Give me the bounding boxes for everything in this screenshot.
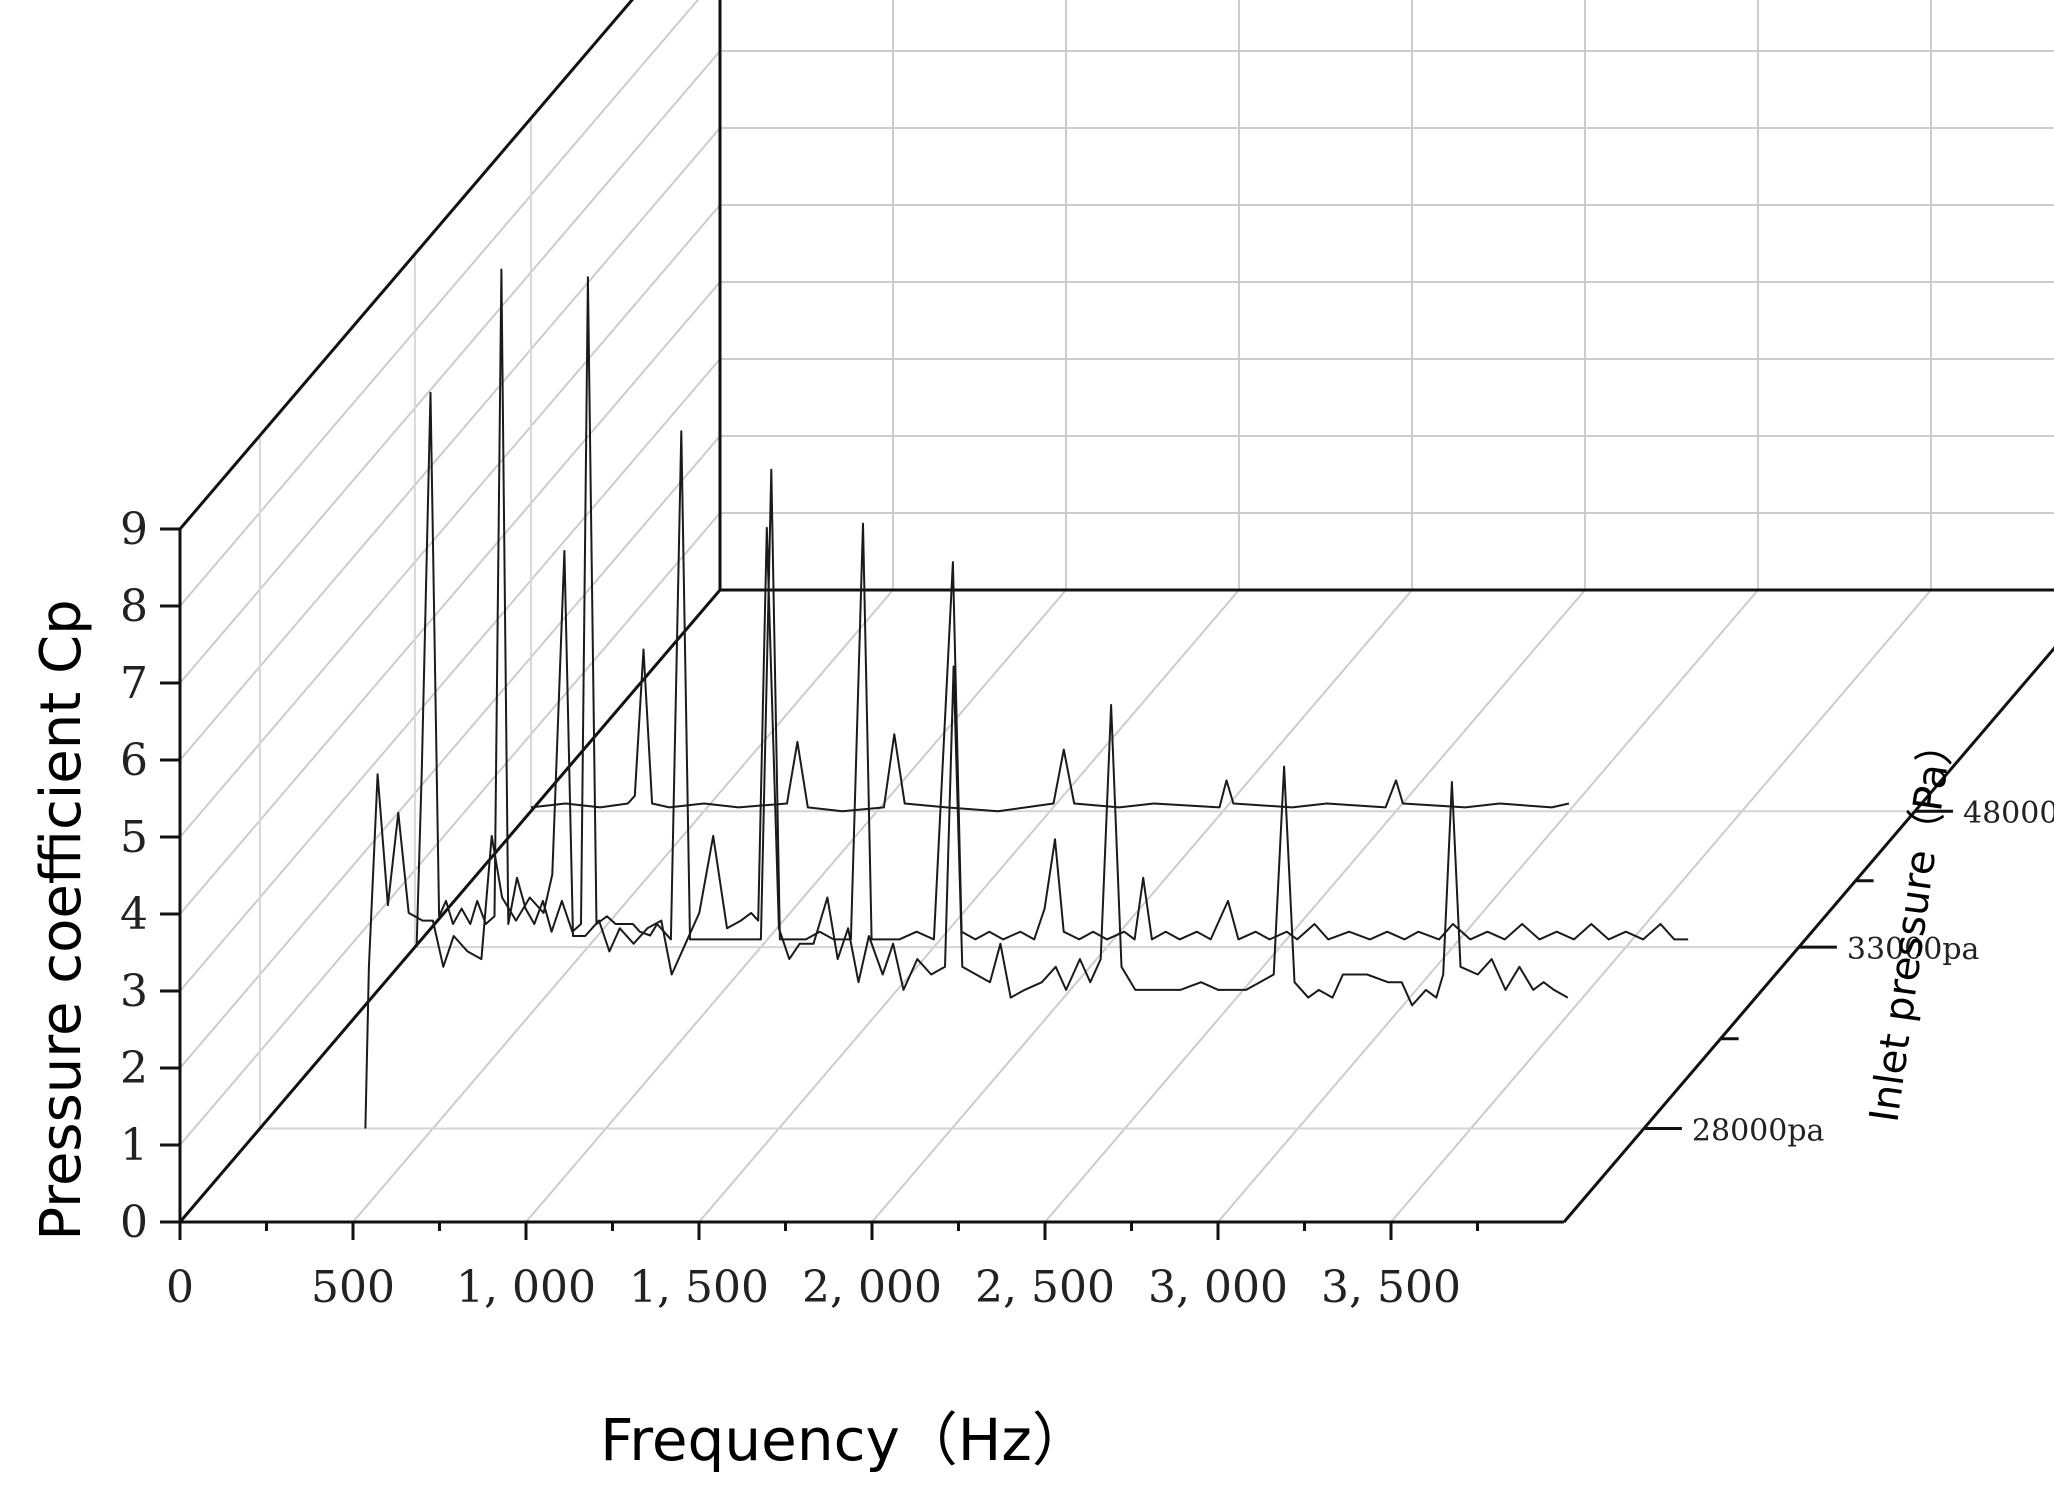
x-tick-label: 2, 500 bbox=[975, 1262, 1115, 1313]
side-wall-grid-line bbox=[179, 512, 721, 1146]
floor-grid-line bbox=[352, 589, 894, 1223]
floor-grid-line bbox=[1217, 589, 1759, 1223]
z-axis-title: Inlet pressure（Pa） bbox=[1861, 721, 1962, 1124]
y-tick-label: 3 bbox=[120, 966, 148, 1017]
y-tick-label: 5 bbox=[120, 812, 148, 863]
series-layer bbox=[364, 268, 1689, 1129]
y-tick-label: 0 bbox=[120, 1197, 148, 1248]
y-tick-label: 4 bbox=[120, 889, 148, 940]
floor-grid-line bbox=[871, 589, 1413, 1223]
y-tick-label: 9 bbox=[120, 504, 148, 555]
x-tick-label: 3, 500 bbox=[1321, 1262, 1461, 1313]
tick-layer: 0 1 2 3 4 5 6 7 8 9 0 500 1, 000 1, 500 2, 000 2, 500 3,… bbox=[120, 504, 2054, 1313]
x-tick-label: 0 bbox=[166, 1262, 194, 1313]
side-wall-grid-line bbox=[179, 358, 721, 992]
side-wall-grid-line bbox=[179, 0, 634, 530]
y-tick-label: 8 bbox=[120, 581, 148, 632]
x-tick-label: 2, 000 bbox=[802, 1262, 942, 1313]
floor-grid-line bbox=[1390, 589, 1932, 1223]
series-line-33000pa bbox=[415, 268, 1689, 948]
floor-grid-line bbox=[525, 589, 1067, 1223]
z-tick-label: 33000pa bbox=[1847, 932, 1980, 967]
x-tick-label: 1, 500 bbox=[629, 1262, 769, 1313]
z-tick-label: 48000pa bbox=[1963, 796, 2054, 831]
frame-layer bbox=[178, 0, 2054, 1224]
floor-grid-line bbox=[1044, 589, 1586, 1223]
side-wall-top-edge bbox=[178, 0, 634, 530]
floor-left-edge bbox=[178, 589, 722, 1223]
x-tick-label: 1, 000 bbox=[456, 1262, 596, 1313]
y-tick-label: 6 bbox=[120, 735, 148, 786]
y-tick-label: 1 bbox=[120, 1120, 148, 1171]
y-tick-label: 7 bbox=[120, 658, 148, 709]
side-wall-grid-line bbox=[179, 204, 721, 838]
z-tick-label: 28000pa bbox=[1692, 1113, 1825, 1148]
grid-layer bbox=[179, 0, 2054, 1223]
side-wall-grid-line bbox=[179, 127, 721, 761]
side-wall-grid-line bbox=[179, 0, 700, 607]
x-tick-label: 3, 000 bbox=[1148, 1262, 1288, 1313]
z-axis-line bbox=[1562, 646, 2054, 1223]
floor-grid-line bbox=[698, 589, 1240, 1223]
x-tick-label: 500 bbox=[311, 1262, 395, 1313]
x-axis-title: Frequency（Hz） bbox=[600, 1406, 1090, 1474]
side-wall-grid-line bbox=[179, 50, 721, 684]
series-line-48000pa bbox=[530, 648, 1570, 813]
side-wall-grid-line bbox=[179, 281, 721, 915]
y-tick-label: 2 bbox=[120, 1043, 148, 1094]
y-axis-title: Pressure coefficient Cp bbox=[29, 599, 94, 1240]
series-line-28000pa bbox=[364, 526, 1569, 1129]
side-wall-grid-line bbox=[179, 435, 721, 1069]
